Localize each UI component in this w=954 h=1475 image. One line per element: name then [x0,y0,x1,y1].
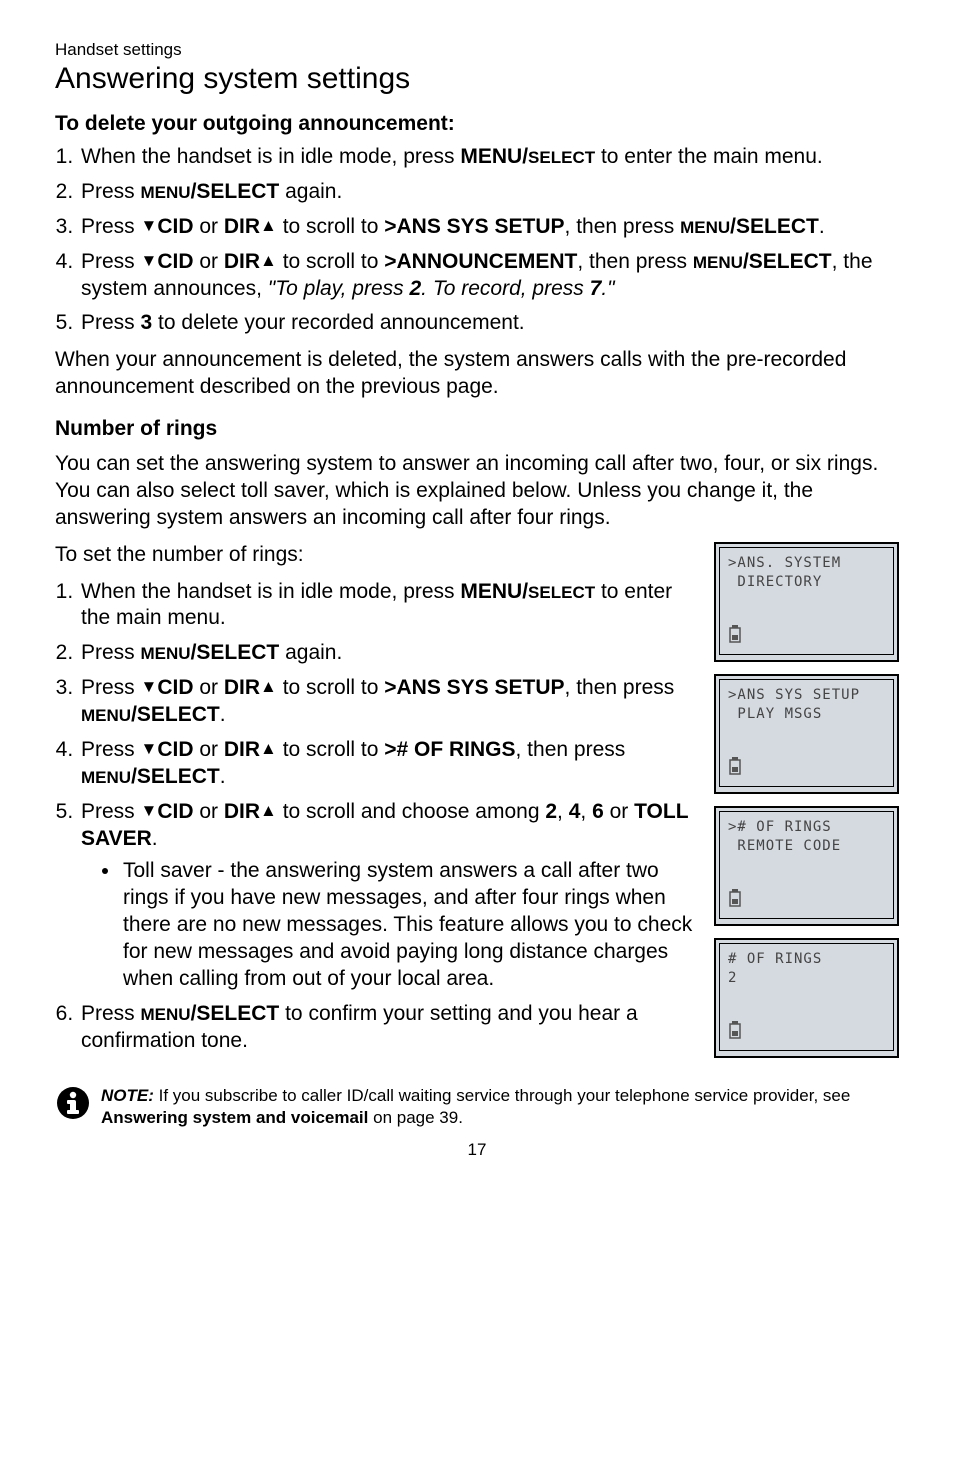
lcd-line: PLAY MSGS [728,705,885,724]
down-triangle-icon: ▼ [141,676,158,698]
delete-step-2: Press MENU/SELECT again. [79,179,899,206]
up-triangle-icon: ▲ [260,215,277,237]
rings-step-2: Press MENU/SELECT again. [79,640,694,667]
rings-lead: To set the number of rings: [55,542,694,569]
page-title: Answering system settings [55,62,899,96]
delete-step-4: Press ▼CID or DIR▲ to scroll to >ANNOUNC… [79,249,899,303]
lcd-line: ># OF RINGS [728,818,885,837]
lcd-screen-1: >ANS. SYSTEM DIRECTORY [714,542,899,662]
rings-step-4: Press ▼CID or DIR▲ to scroll to ># OF RI… [79,737,694,791]
up-triangle-icon: ▲ [260,800,277,822]
battery-icon [728,757,742,780]
page-number: 17 [55,1130,899,1160]
header-caption: Handset settings [55,40,899,60]
toll-saver-bullet: Toll saver - the answering system answer… [121,858,694,992]
lcd-screen-3: ># OF RINGS REMOTE CODE [714,806,899,926]
up-triangle-icon: ▲ [260,676,277,698]
delete-step-1: When the handset is in idle mode, press … [79,144,899,171]
lcd-line: # OF RINGS [728,950,885,969]
delete-after-para: When your announcement is deleted, the s… [55,347,899,401]
lcd-line: REMOTE CODE [728,837,885,856]
rings-step-3: Press ▼CID or DIR▲ to scroll to >ANS SYS… [79,675,694,729]
down-triangle-icon: ▼ [141,738,158,760]
delete-steps: When the handset is in idle mode, press … [55,144,899,337]
rings-step-1: When the handset is in idle mode, press … [79,579,694,633]
down-triangle-icon: ▼ [141,215,158,237]
lcd-line: >ANS SYS SETUP [728,686,885,705]
lcd-screen-4: # OF RINGS 2 [714,938,899,1058]
rings-steps: When the handset is in idle mode, press … [55,579,694,1055]
lcd-line: DIRECTORY [728,573,885,592]
battery-icon [728,1021,742,1044]
lcd-screen-2: >ANS SYS SETUP PLAY MSGS [714,674,899,794]
battery-icon [728,625,742,648]
info-icon [55,1085,91,1126]
rings-heading: Number of rings [55,417,899,441]
battery-icon [728,889,742,912]
delete-heading: To delete your outgoing announcement: [55,112,899,136]
lcd-line: 2 [728,969,885,988]
note-text: NOTE: If you subscribe to caller ID/call… [101,1085,899,1131]
rings-intro: You can set the answering system to answ… [55,451,899,532]
lcd-line: >ANS. SYSTEM [728,554,885,573]
rings-step-5: Press ▼CID or DIR▲ to scroll and choose … [79,799,694,993]
note-row: NOTE: If you subscribe to caller ID/call… [55,1085,899,1131]
down-triangle-icon: ▼ [141,250,158,272]
delete-step-5: Press 3 to delete your recorded announce… [79,310,899,337]
up-triangle-icon: ▲ [260,250,277,272]
down-triangle-icon: ▼ [141,800,158,822]
rings-step-6: Press MENU/SELECT to confirm your settin… [79,1001,694,1055]
delete-step-3: Press ▼CID or DIR▲ to scroll to >ANS SYS… [79,214,899,241]
up-triangle-icon: ▲ [260,738,277,760]
